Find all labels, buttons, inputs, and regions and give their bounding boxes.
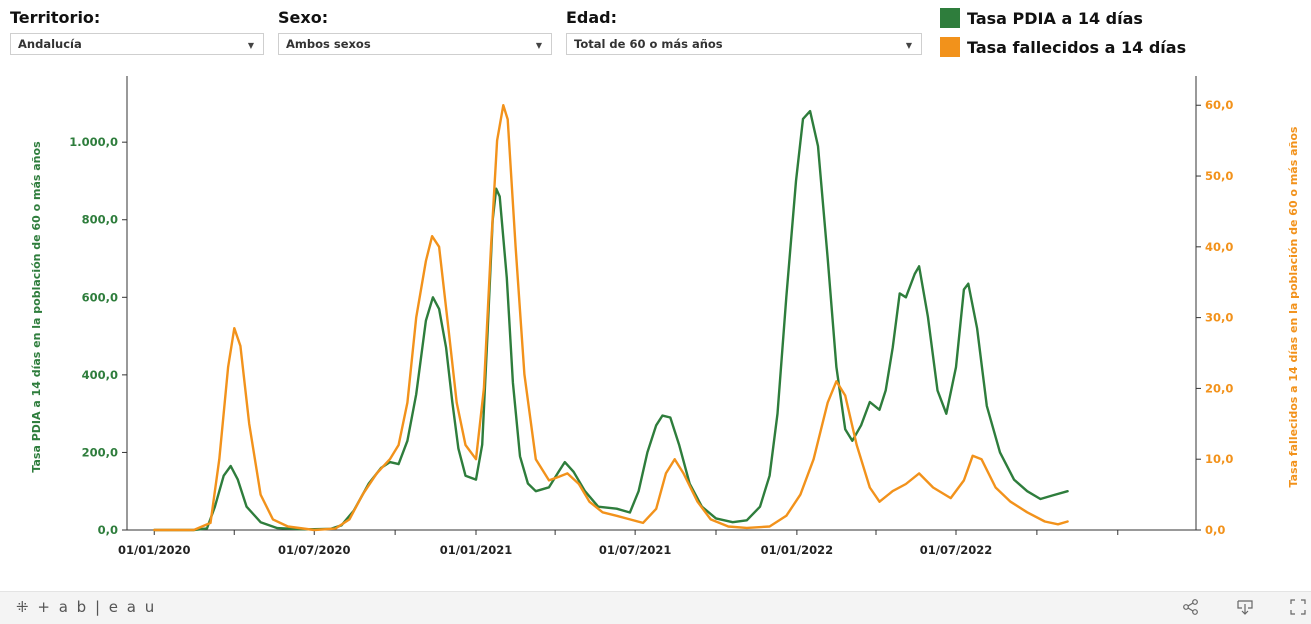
edad-dropdown[interactable]: Total de 60 o más años ▼: [566, 33, 922, 55]
filter-label-territorio: Territorio:: [10, 8, 101, 27]
y-left-tick-label: 600,0: [82, 290, 118, 304]
x-tick-label: 01/07/2021: [599, 543, 671, 557]
y-right-tick-label: 30,0: [1205, 311, 1233, 325]
territorio-dropdown[interactable]: Andalucía ▼: [10, 33, 264, 55]
y-right-tick-label: 20,0: [1205, 381, 1233, 395]
sexo-value: Ambos sexos: [286, 37, 371, 51]
chevron-down-icon: ▼: [905, 41, 912, 50]
fullscreen-icon[interactable]: [1289, 598, 1307, 616]
y-left-tick-label: 1.000,0: [69, 135, 118, 149]
chevron-down-icon: ▼: [535, 41, 542, 50]
y-right-tick-label: 0,0: [1205, 523, 1225, 537]
y-left-tick-label: 0,0: [98, 523, 118, 537]
tableau-logo[interactable]: ⁜ + a b | e a u: [16, 598, 156, 616]
tableau-cross-icon: ⁜: [16, 598, 31, 616]
share-icon[interactable]: [1182, 598, 1200, 616]
dual-axis-line-chart: 0,0 200,0 400,0 600,0 800,0 1.000,0 0,0 10,0 20,…: [30, 76, 1300, 557]
series-line-fallecidos: [153, 104, 1069, 532]
x-tick-label: 01/07/2020: [278, 543, 350, 557]
y-right-tick-label: 10,0: [1205, 452, 1233, 466]
y-left-axis-title: Tasa PDIA a 14 días en la población de 6…: [30, 141, 43, 473]
y-right-axis-title: Tasa fallecidos a 14 días en la població…: [1287, 126, 1300, 487]
legend-label-fallecidos: Tasa fallecidos a 14 días: [967, 38, 1187, 57]
edad-value: Total de 60 o más años: [574, 37, 723, 51]
x-tick-label: 01/07/2022: [920, 543, 992, 557]
series-line-pdia: [153, 109, 1069, 532]
x-tick-label: 01/01/2021: [440, 543, 512, 557]
filter-label-edad: Edad:: [566, 8, 618, 27]
y-right-tick-label: 40,0: [1205, 240, 1233, 254]
tableau-footer: ⁜ + a b | e a u: [0, 591, 1311, 624]
y-right-tick-label: 60,0: [1205, 98, 1233, 112]
sexo-dropdown[interactable]: Ambos sexos ▼: [278, 33, 552, 55]
territorio-value: Andalucía: [18, 37, 82, 51]
legend-swatch-pdia: [940, 8, 960, 28]
x-tick-label: 01/01/2020: [118, 543, 190, 557]
legend-swatch-fallecidos: [940, 37, 960, 57]
y-left-tick-label: 800,0: [82, 213, 118, 227]
x-tick-label: 01/01/2022: [761, 543, 833, 557]
chevron-down-icon: ▼: [247, 41, 254, 50]
y-right-tick-label: 50,0: [1205, 169, 1233, 183]
y-left-tick-label: 200,0: [82, 445, 118, 459]
tableau-brand-text: + a b | e a u: [37, 598, 157, 616]
y-left-tick-label: 400,0: [82, 368, 118, 382]
download-icon[interactable]: [1236, 598, 1254, 616]
filter-label-sexo: Sexo:: [278, 8, 329, 27]
legend-label-pdia: Tasa PDIA a 14 días: [967, 9, 1143, 28]
